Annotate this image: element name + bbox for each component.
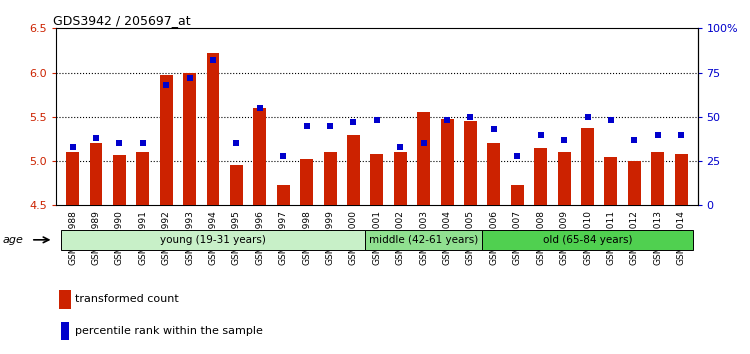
Point [136,141,148,146]
Bar [136,152,149,205]
Point [464,114,476,120]
Bar [417,113,430,205]
Bar [61,230,365,250]
Point [184,75,196,81]
Bar [628,161,640,205]
Text: young (19-31 years): young (19-31 years) [160,235,266,245]
Point [535,132,547,137]
Bar [324,152,337,205]
Point [512,153,524,159]
Bar [534,148,548,205]
Bar [365,230,482,250]
Point [675,132,687,137]
Point [418,141,430,146]
Text: middle (42-61 years): middle (42-61 years) [369,235,478,245]
Point [301,123,313,129]
Point [652,132,664,137]
Bar [89,143,103,205]
Text: percentile rank within the sample: percentile rank within the sample [76,326,263,336]
Bar [581,128,594,205]
Bar [488,143,500,205]
Bar [604,157,617,205]
Point [160,82,172,88]
Point [628,137,640,143]
Point [347,119,359,125]
Point [254,105,266,111]
Bar [66,152,79,205]
Point [441,118,453,123]
Bar [482,230,693,250]
Text: age: age [3,235,24,245]
Text: transformed count: transformed count [76,295,179,304]
Bar [113,155,126,205]
Bar [651,152,664,205]
Text: old (65-84 years): old (65-84 years) [543,235,632,245]
Point [67,144,79,150]
Bar [206,53,220,205]
Bar [441,119,454,205]
Point [113,141,125,146]
Bar [160,75,172,205]
Bar [277,185,290,205]
Bar [183,73,196,205]
Bar [511,185,524,205]
Bar [61,322,69,340]
Bar [347,135,360,205]
Bar [59,290,71,309]
Point [581,114,593,120]
Point [278,153,290,159]
Bar [464,121,477,205]
Point [394,144,406,150]
Point [324,123,336,129]
Bar [230,166,243,205]
Bar [558,152,571,205]
Bar [370,154,383,205]
Point [605,118,617,123]
Bar [675,154,688,205]
Point [488,126,500,132]
Bar [394,152,406,205]
Bar [254,108,266,205]
Point [90,135,102,141]
Bar [300,159,313,205]
Text: GDS3942 / 205697_at: GDS3942 / 205697_at [53,14,190,27]
Point [230,141,242,146]
Point [558,137,570,143]
Point [370,118,382,123]
Point [207,57,219,63]
